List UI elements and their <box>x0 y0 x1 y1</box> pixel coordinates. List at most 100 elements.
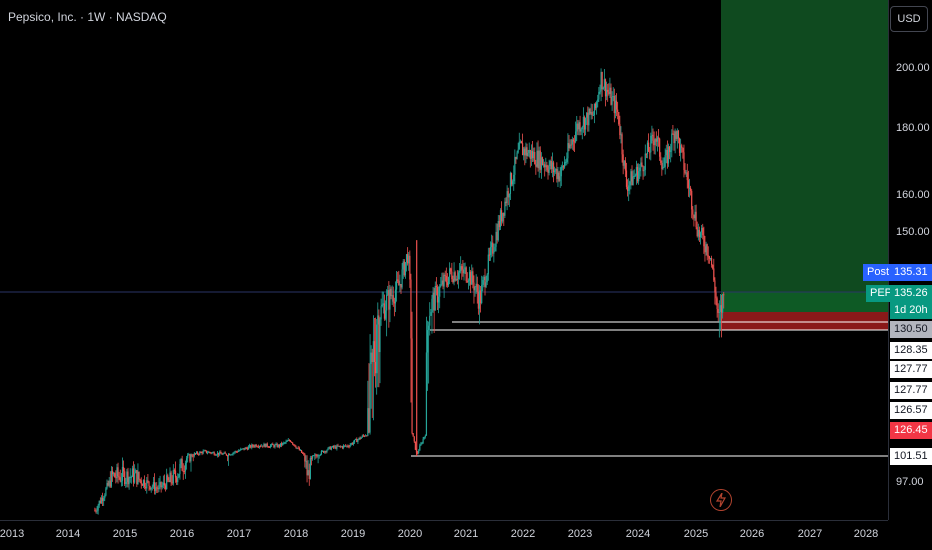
candle-body <box>163 482 166 486</box>
candle-body <box>696 227 698 237</box>
candle-body <box>539 150 541 170</box>
candle-body <box>176 477 178 483</box>
candle-body <box>407 254 409 264</box>
candle-body <box>457 272 460 279</box>
candle-body <box>340 446 342 448</box>
candle-body <box>562 166 565 168</box>
candle-body <box>171 482 173 484</box>
price-scale[interactable] <box>888 0 932 520</box>
candle-body <box>514 157 516 175</box>
last-price-label: 135.26 <box>890 285 932 302</box>
candle-body <box>162 482 164 486</box>
candle-body <box>534 152 536 165</box>
time-scale[interactable] <box>0 520 888 550</box>
candle-body <box>722 294 724 313</box>
candle-body <box>286 440 288 442</box>
candle-body <box>410 279 412 339</box>
candle-body <box>710 258 713 265</box>
candle-body <box>136 470 138 485</box>
candle-body <box>337 445 339 447</box>
candle-body <box>324 451 326 453</box>
candle-body <box>294 444 296 447</box>
candle-body <box>687 180 689 188</box>
candle-body <box>369 364 371 433</box>
candle-body <box>384 310 387 319</box>
candle-body <box>421 443 423 445</box>
candle-body <box>241 448 243 450</box>
candle-body <box>397 279 399 281</box>
candle-body <box>548 166 550 173</box>
lightning-icon[interactable] <box>710 489 732 511</box>
candle-body <box>331 446 334 448</box>
candle-body <box>222 453 224 455</box>
candle-body <box>143 480 146 487</box>
candle-body <box>445 275 447 283</box>
candle-body <box>391 295 393 297</box>
candle-body <box>714 280 716 293</box>
candle-body <box>240 448 242 451</box>
candle-body <box>451 271 453 280</box>
candle-body <box>701 227 703 233</box>
candle-body <box>267 446 269 448</box>
candle-body <box>602 87 604 90</box>
level-label: 126.57 <box>890 402 932 419</box>
candle-body <box>547 169 549 173</box>
candle-body <box>204 450 206 452</box>
candle-body <box>464 267 466 269</box>
candle-body <box>472 271 474 283</box>
candle-body <box>551 162 554 170</box>
candle-body <box>453 272 455 283</box>
candle-body <box>699 232 702 238</box>
candle-body <box>681 145 683 148</box>
candle-body <box>520 141 523 144</box>
candle-body <box>581 126 583 130</box>
candle-body <box>521 143 524 156</box>
candle-body <box>583 116 586 130</box>
currency-button[interactable]: USD <box>890 6 928 32</box>
candle-body <box>386 295 388 311</box>
candle-body <box>303 453 305 455</box>
symbol-tag: PEP <box>866 285 897 302</box>
candle-body <box>668 146 671 152</box>
candle-body <box>720 305 723 313</box>
candle-body <box>110 470 113 487</box>
year-label: 2013 <box>0 528 25 540</box>
candle-body <box>611 97 613 105</box>
candle-body <box>120 480 122 482</box>
candle-body <box>201 452 203 454</box>
candle-body <box>599 91 601 93</box>
candle-body <box>420 443 422 446</box>
candle-body <box>542 164 545 166</box>
candle-body <box>483 276 485 281</box>
candle-body <box>487 254 489 275</box>
candle-body <box>717 308 719 313</box>
candle-body <box>122 466 125 472</box>
candle-body <box>454 272 456 281</box>
candle-body <box>209 451 211 453</box>
level-label: 128.35 <box>890 342 932 359</box>
candle-body <box>563 162 566 168</box>
price-chart[interactable] <box>0 0 888 520</box>
candle-body <box>358 437 360 440</box>
candle-body <box>685 172 687 174</box>
candle-body <box>430 312 432 316</box>
candle-body <box>418 450 420 453</box>
candle-body <box>138 471 140 480</box>
candle-body <box>558 172 560 181</box>
candle-body <box>683 152 685 170</box>
candle-body <box>589 108 591 114</box>
candle-body <box>289 440 292 442</box>
candle-body <box>158 484 160 490</box>
candle-body <box>526 147 528 157</box>
candle-body <box>567 143 569 159</box>
candle-body <box>409 255 411 280</box>
candle-body <box>661 162 663 170</box>
candle-body <box>100 497 103 504</box>
candle-body <box>187 454 189 459</box>
candle-body <box>168 480 170 483</box>
chart-area[interactable] <box>0 0 888 520</box>
candle-body <box>268 446 271 448</box>
candle-body <box>500 210 503 222</box>
candle-body <box>111 470 114 475</box>
candle-body <box>463 268 465 274</box>
